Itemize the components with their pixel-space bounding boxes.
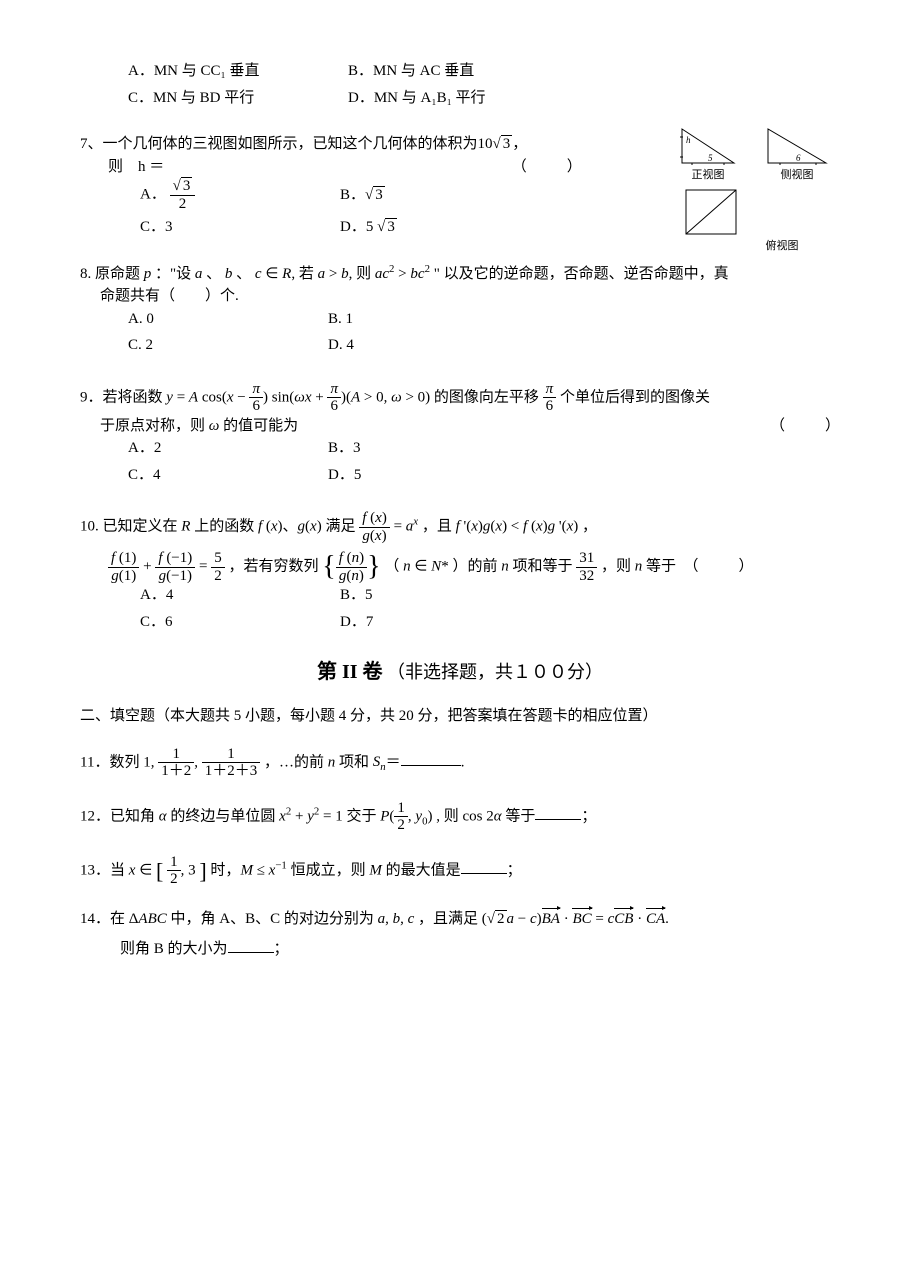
q7-stem-c: 则 h ＝ — [108, 159, 164, 175]
q7-fig-side: 6 侧视图 — [766, 127, 828, 184]
q9-optD: D．5 — [328, 464, 528, 487]
q8-optA: A. 0 — [128, 308, 328, 331]
section2-title-a: 第 II 卷 — [317, 661, 383, 683]
q7-label-front: 正视图 — [680, 167, 736, 184]
q6-optC: C．MN 与 BD 平行 — [128, 87, 348, 110]
q7-stem-a: 7、一个几何体的三视图如图所示，已知这个几何体的体积为 — [80, 136, 478, 152]
q7-optA-pre: A． — [140, 186, 166, 202]
q6-optB: B．MN 与 AC 垂直 — [348, 60, 568, 83]
q8-optD: D. 4 — [328, 334, 528, 357]
q7-optC: C．3 — [140, 216, 340, 239]
q6-optD: D．MN 与 A₁B₁ 平行 — [348, 87, 568, 110]
q9-optC: C．4 — [128, 464, 328, 487]
q8-stem: 8. 原命题 p ："设 a 、 b 、 c ∈ R, 若 a > b, 则 a… — [80, 263, 840, 308]
q10-optA: A．4 — [140, 584, 340, 607]
q14-line2: 则角 B 的大小为； — [120, 938, 840, 961]
q10-optD: D．7 — [340, 611, 540, 634]
q8-optC: C. 2 — [128, 334, 328, 357]
q11-f2d: 1＋2＋3 — [202, 763, 261, 780]
q7-fig-top: 俯视图 — [684, 188, 880, 255]
q9-optB: B．3 — [328, 437, 528, 460]
q7-label-side: 侧视图 — [766, 167, 828, 184]
q8: 8. 原命题 p ："设 a 、 b 、 c ∈ R, 若 a > b, 则 a… — [80, 263, 840, 357]
q9: 9．若将函数 y = A cos(x − π6) sin(ωx + π6)(A … — [80, 381, 840, 487]
q10-stem-line1: 10. 已知定义在 R 上的函数 f (x)、g(x) 满足 f (x)g(x)… — [80, 510, 840, 544]
q10-optC: C．6 — [140, 611, 340, 634]
svg-text:h: h — [686, 135, 691, 145]
q11-blank — [401, 751, 461, 766]
q10-optB: B．5 — [340, 584, 540, 607]
q12-blank — [535, 805, 581, 820]
q9-stem: 9．若将函数 y = A cos(x − π6) sin(ωx + π6)(A … — [80, 381, 840, 415]
q12: 12．已知角 α 的终边与单位圆 x2 + y2 = 1 交于 P(12, y0… — [80, 800, 840, 834]
q6-optA: A．MN 与 CC₁ 垂直 — [128, 60, 348, 83]
q6-options: A．MN 与 CC₁ 垂直 B．MN 与 AC 垂直 C．MN 与 BD 平行 … — [80, 60, 840, 109]
q9-optA: A．2 — [128, 437, 328, 460]
fill-header-text: 二、填空题（本大题共 5 小题，每小题 4 分，共 20 分，把答案填在答题卡的… — [80, 708, 658, 724]
q8-optB: B. 1 — [328, 308, 528, 331]
svg-text:6: 6 — [796, 153, 801, 163]
q11-f1n: 1 — [158, 746, 194, 764]
q11-f1d: 1＋2 — [158, 763, 194, 780]
q14-blank — [228, 938, 274, 953]
q7: 5 h 正视图 6 侧视图 — [80, 133, 840, 239]
svg-text:5: 5 — [708, 153, 713, 163]
q13: 13．当 x ∈ [ 12, 3 ] 时，M ≤ x−1 恒成立，则 M 的最大… — [80, 854, 840, 888]
q7-optA: A． √32 — [140, 178, 340, 212]
section2-title-b: （非选择题，共１００分） — [387, 662, 603, 682]
q11-f2n: 1 — [202, 746, 261, 764]
q10: 10. 已知定义在 R 上的函数 f (x)、g(x) 满足 f (x)g(x)… — [80, 510, 840, 633]
q10-stem-line2: f (1)g(1) + f (−1)g(−1) = 52 ，若有穷数列 {f (… — [108, 550, 840, 584]
q13-blank — [461, 859, 507, 874]
q7-optB: B．√3 — [340, 184, 540, 207]
q9-stem2: 于原点对称，则 ω 的值可能为 （） — [100, 415, 840, 438]
q11: 11．数列 1, 11＋2, 11＋2＋3 ，…的前 n 项和 Sn＝. — [80, 746, 840, 780]
q7-optD: D．5 √3 — [340, 216, 540, 239]
q7-label-top: 俯视图 — [684, 238, 880, 255]
fill-header: 二、填空题（本大题共 5 小题，每小题 4 分，共 20 分，把答案填在答题卡的… — [80, 705, 840, 728]
q7-stem-b: ， — [512, 136, 527, 152]
q14: 14．在 ΔABC 中，角 A、B、C 的对边分别为 a, b, c ，且满足 … — [80, 908, 840, 961]
q7-fig-front: 5 h 正视图 — [680, 127, 736, 184]
q7-figures: 5 h 正视图 6 侧视图 — [680, 127, 880, 254]
section2-title: 第 II 卷 （非选择题，共１００分） — [80, 657, 840, 687]
